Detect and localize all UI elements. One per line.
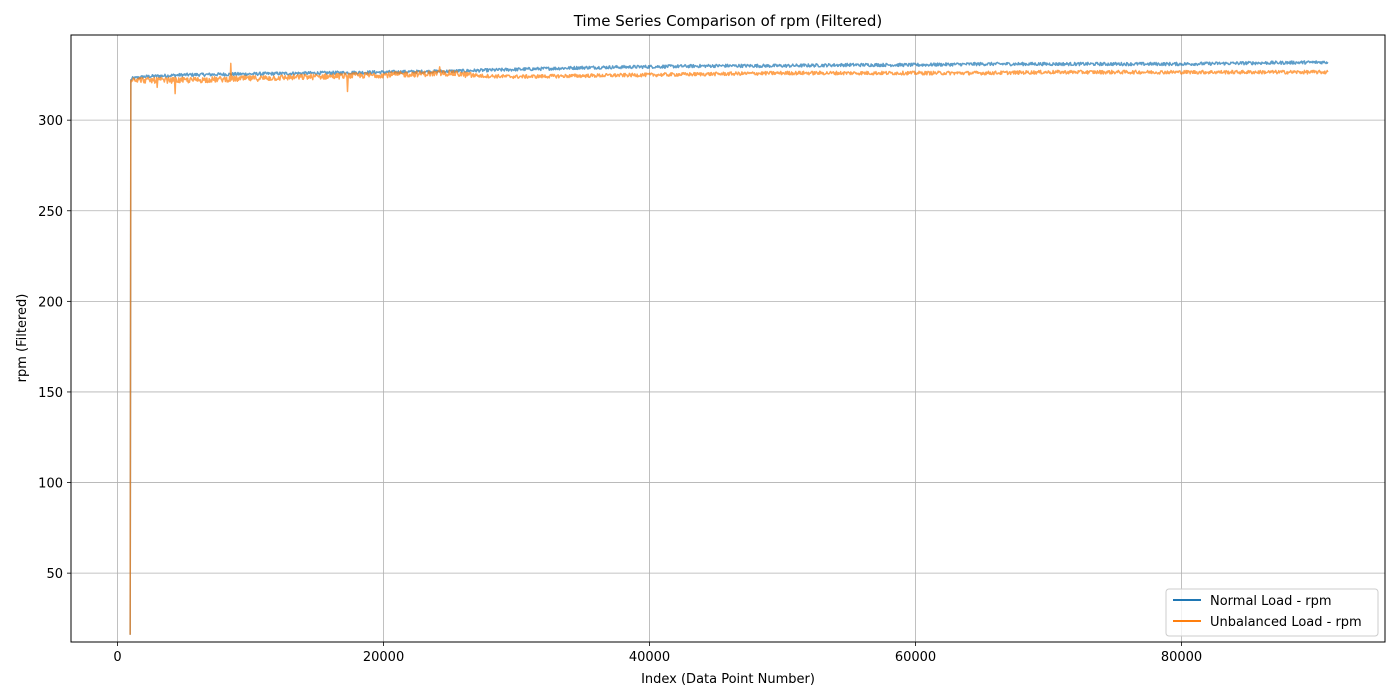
y-tick-label: 150 bbox=[38, 386, 63, 401]
x-axis-label: Index (Data Point Number) bbox=[641, 672, 815, 687]
x-tick-label: 40000 bbox=[629, 650, 670, 665]
y-tick-label: 250 bbox=[38, 205, 63, 220]
legend: Normal Load - rpm Unbalanced Load - rpm bbox=[1165, 588, 1379, 637]
legend-label-unbalanced: Unbalanced Load - rpm bbox=[1210, 615, 1362, 630]
x-tick-label: 80000 bbox=[1161, 650, 1202, 665]
plot-frame bbox=[70, 34, 1386, 643]
x-tick-label: 0 bbox=[113, 650, 121, 665]
ticks: 0 20000 40000 60000 80000 50 100 150 200 250 300 bbox=[38, 114, 1202, 665]
y-axis-label: rpm (Filtered) bbox=[15, 294, 30, 383]
y-tick-label: 300 bbox=[38, 114, 63, 129]
chart-title: Time Series Comparison of rpm (Filtered) bbox=[573, 12, 883, 30]
grid bbox=[71, 35, 1385, 642]
series-layer bbox=[129, 60, 1329, 635]
series-line-unbalanced bbox=[129, 62, 1329, 635]
series-line-normal bbox=[129, 60, 1329, 635]
legend-label-normal: Normal Load - rpm bbox=[1210, 594, 1332, 609]
x-tick-label: 60000 bbox=[895, 650, 936, 665]
y-tick-label: 50 bbox=[46, 567, 63, 582]
x-tick-label: 20000 bbox=[363, 650, 404, 665]
legend-box bbox=[1165, 588, 1379, 637]
y-tick-label: 100 bbox=[38, 477, 63, 492]
y-tick-label: 200 bbox=[38, 295, 63, 310]
